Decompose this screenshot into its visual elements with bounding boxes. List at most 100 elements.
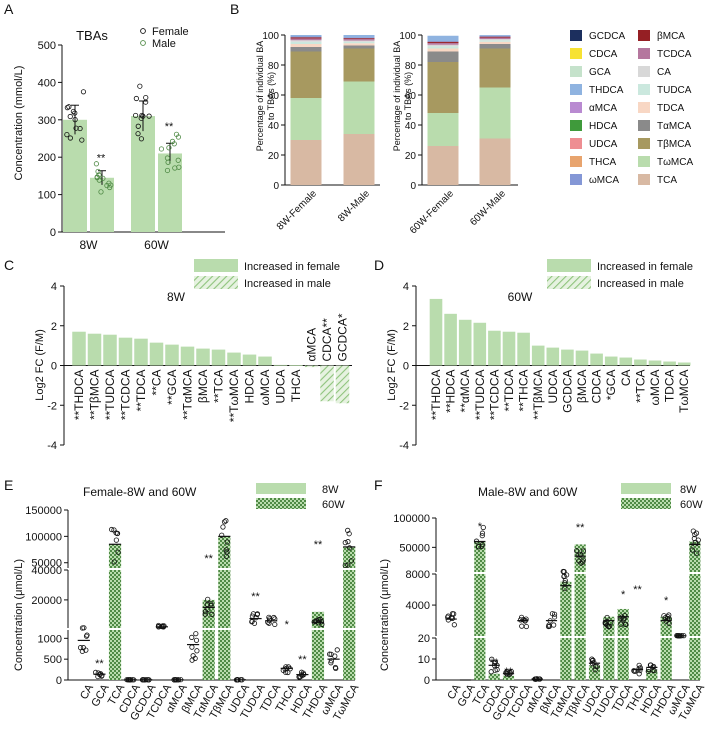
data-point-8w-TωMCA: [694, 550, 700, 556]
data-point-8w-THCA: [636, 662, 642, 668]
data-point-8w-TβMCA: [223, 547, 229, 553]
legend-label-TUDCA: TUDCA: [657, 85, 692, 96]
fc-bar-TCDCA: [118, 337, 133, 366]
data-point-8w-TDCA: [272, 621, 278, 628]
data-point-8w-HDCA: [650, 664, 656, 670]
fc-bar-CA: [149, 342, 164, 366]
data-point-8w-UDCA: [589, 661, 596, 667]
fc-bar-TUDCA: [473, 322, 487, 366]
data-point-8w-CA: [79, 648, 85, 654]
legend-label-αMCA: αMCA: [589, 103, 617, 114]
fc-label: THCA: [289, 370, 303, 403]
y-tick-label: 4: [403, 281, 409, 293]
bar-male-8W: [90, 177, 114, 232]
fc-label: UDCA: [274, 370, 288, 404]
bar-60w-TCA: [108, 544, 122, 568]
fc-label: CDCA: [590, 370, 604, 404]
legend-e-8w-swatch: [256, 483, 306, 494]
significance-mark: **: [576, 522, 585, 534]
data-point-8w-TCA: [479, 533, 485, 539]
fc-bar-CA: [619, 357, 633, 366]
y-tick-label: 100: [38, 190, 56, 202]
y-tick-label: 2: [51, 321, 57, 333]
data-point-8w-TωMCA: [345, 562, 351, 568]
y-tick-label: 80: [405, 61, 417, 72]
data-point-8w-CA: [445, 617, 451, 623]
data-point: [146, 113, 152, 119]
data-point-8w-GCDCA: [139, 677, 146, 683]
data-point-8w-CDCA: [124, 677, 130, 683]
fc-label: αMCA: [305, 328, 319, 362]
data-point-8w-TCDCA: [522, 618, 528, 624]
fc-label: **TCDCA: [119, 370, 133, 421]
legend-label-TαMCA: TαMCA: [657, 121, 691, 132]
data-point-8w-TβMCA: [221, 519, 228, 525]
legend-swatch-GCDCA: [570, 30, 582, 41]
data-point-8w-TωMCA: [346, 545, 353, 551]
panel-a-ylabel: Concentration (mmol/L): [13, 66, 25, 181]
data-point: [79, 137, 85, 143]
significance-mark: *: [285, 619, 290, 631]
stack-seg-βMCA: [290, 37, 322, 39]
stack-seg-TUDCA: [479, 40, 511, 42]
stack-seg-βMCA: [427, 41, 459, 43]
fc-bar-THDCA: [429, 298, 443, 366]
bar-60w-HDCA: [646, 669, 658, 680]
data-point-8w-TUDCA: [251, 620, 258, 626]
y-tick-label: 20: [418, 633, 430, 645]
fc-label: **TCDCA: [487, 370, 501, 421]
data-point-8w-TβMCA: [577, 552, 584, 558]
bar-60w-UDCA: [588, 665, 601, 680]
stack-seg-TωMCA: [479, 87, 511, 139]
stack-seg-CA: [343, 40, 375, 42]
data-point-8w-HDCA: [299, 673, 305, 679]
significance-mark: **: [204, 553, 213, 565]
y-tick-label: 40: [268, 121, 280, 132]
fc-label: **TDCA: [134, 370, 148, 412]
data-point: [98, 189, 104, 195]
data-point-8w-TCA: [473, 538, 480, 544]
significance-mark: **: [314, 539, 323, 551]
x-tick-label: 60W-Male: [468, 188, 508, 228]
fc-label: **THCA: [517, 370, 531, 412]
panel-c-letter: C: [4, 257, 14, 273]
fc-bar-TCDCA: [488, 330, 501, 366]
data-point: [143, 94, 149, 101]
data-point: [165, 159, 171, 165]
data-point: [93, 161, 100, 167]
stack-seg-TβMCA: [343, 48, 375, 82]
fc-bar-TβMCA: [87, 333, 102, 366]
data-point: [173, 131, 180, 137]
y-tick-label: -4: [399, 440, 409, 452]
significance-mark: **: [490, 657, 499, 669]
data-point-8w-TCA: [480, 524, 486, 531]
data-point-8w-TUDCA: [602, 620, 608, 626]
fc-bar-GCDCA: [335, 365, 350, 404]
legend-label-TDCA: TDCA: [657, 103, 685, 114]
data-point-8w-HDCA: [646, 666, 652, 672]
data-point-8w-HDCA: [645, 668, 651, 675]
y-tick-label: 100: [399, 31, 416, 42]
y-tick-label: 200: [38, 152, 56, 164]
data-point-8w-THCA: [287, 666, 293, 672]
data-point: [137, 83, 143, 89]
panel-f-ylabel: Concentration (μmol/L): [379, 559, 391, 671]
fc-label: HDCA: [243, 370, 257, 404]
legend-label-UDCA: UDCA: [589, 139, 618, 150]
legend-e-60w-label: 60W: [322, 499, 345, 511]
data-point-8w-THCA: [637, 667, 643, 674]
panel-e-plot: 05001000200004000050000100000150000CAGCA…: [25, 505, 362, 723]
data-point-8w-TCA: [109, 526, 115, 533]
data-point-8w-GCDCA: [503, 670, 510, 677]
fc-label: *GCA: [604, 370, 618, 401]
data-point: [95, 168, 101, 175]
significance-mark: **: [165, 121, 174, 133]
fc-label: **GCA: [165, 370, 179, 405]
bar-60w-TCA: [474, 638, 486, 680]
panel-b-letter: B: [230, 1, 239, 17]
stack-seg-TαMCA: [479, 44, 511, 49]
significance-mark: **: [251, 591, 260, 603]
data-point-8w-TβMCA: [223, 553, 229, 559]
data-point: [143, 99, 149, 105]
y-tick-label: 50000: [31, 558, 62, 570]
